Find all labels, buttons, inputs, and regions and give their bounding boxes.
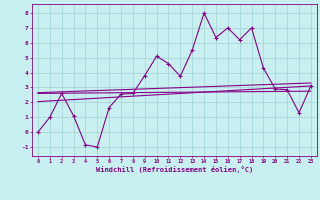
X-axis label: Windchill (Refroidissement éolien,°C): Windchill (Refroidissement éolien,°C) [96,166,253,173]
